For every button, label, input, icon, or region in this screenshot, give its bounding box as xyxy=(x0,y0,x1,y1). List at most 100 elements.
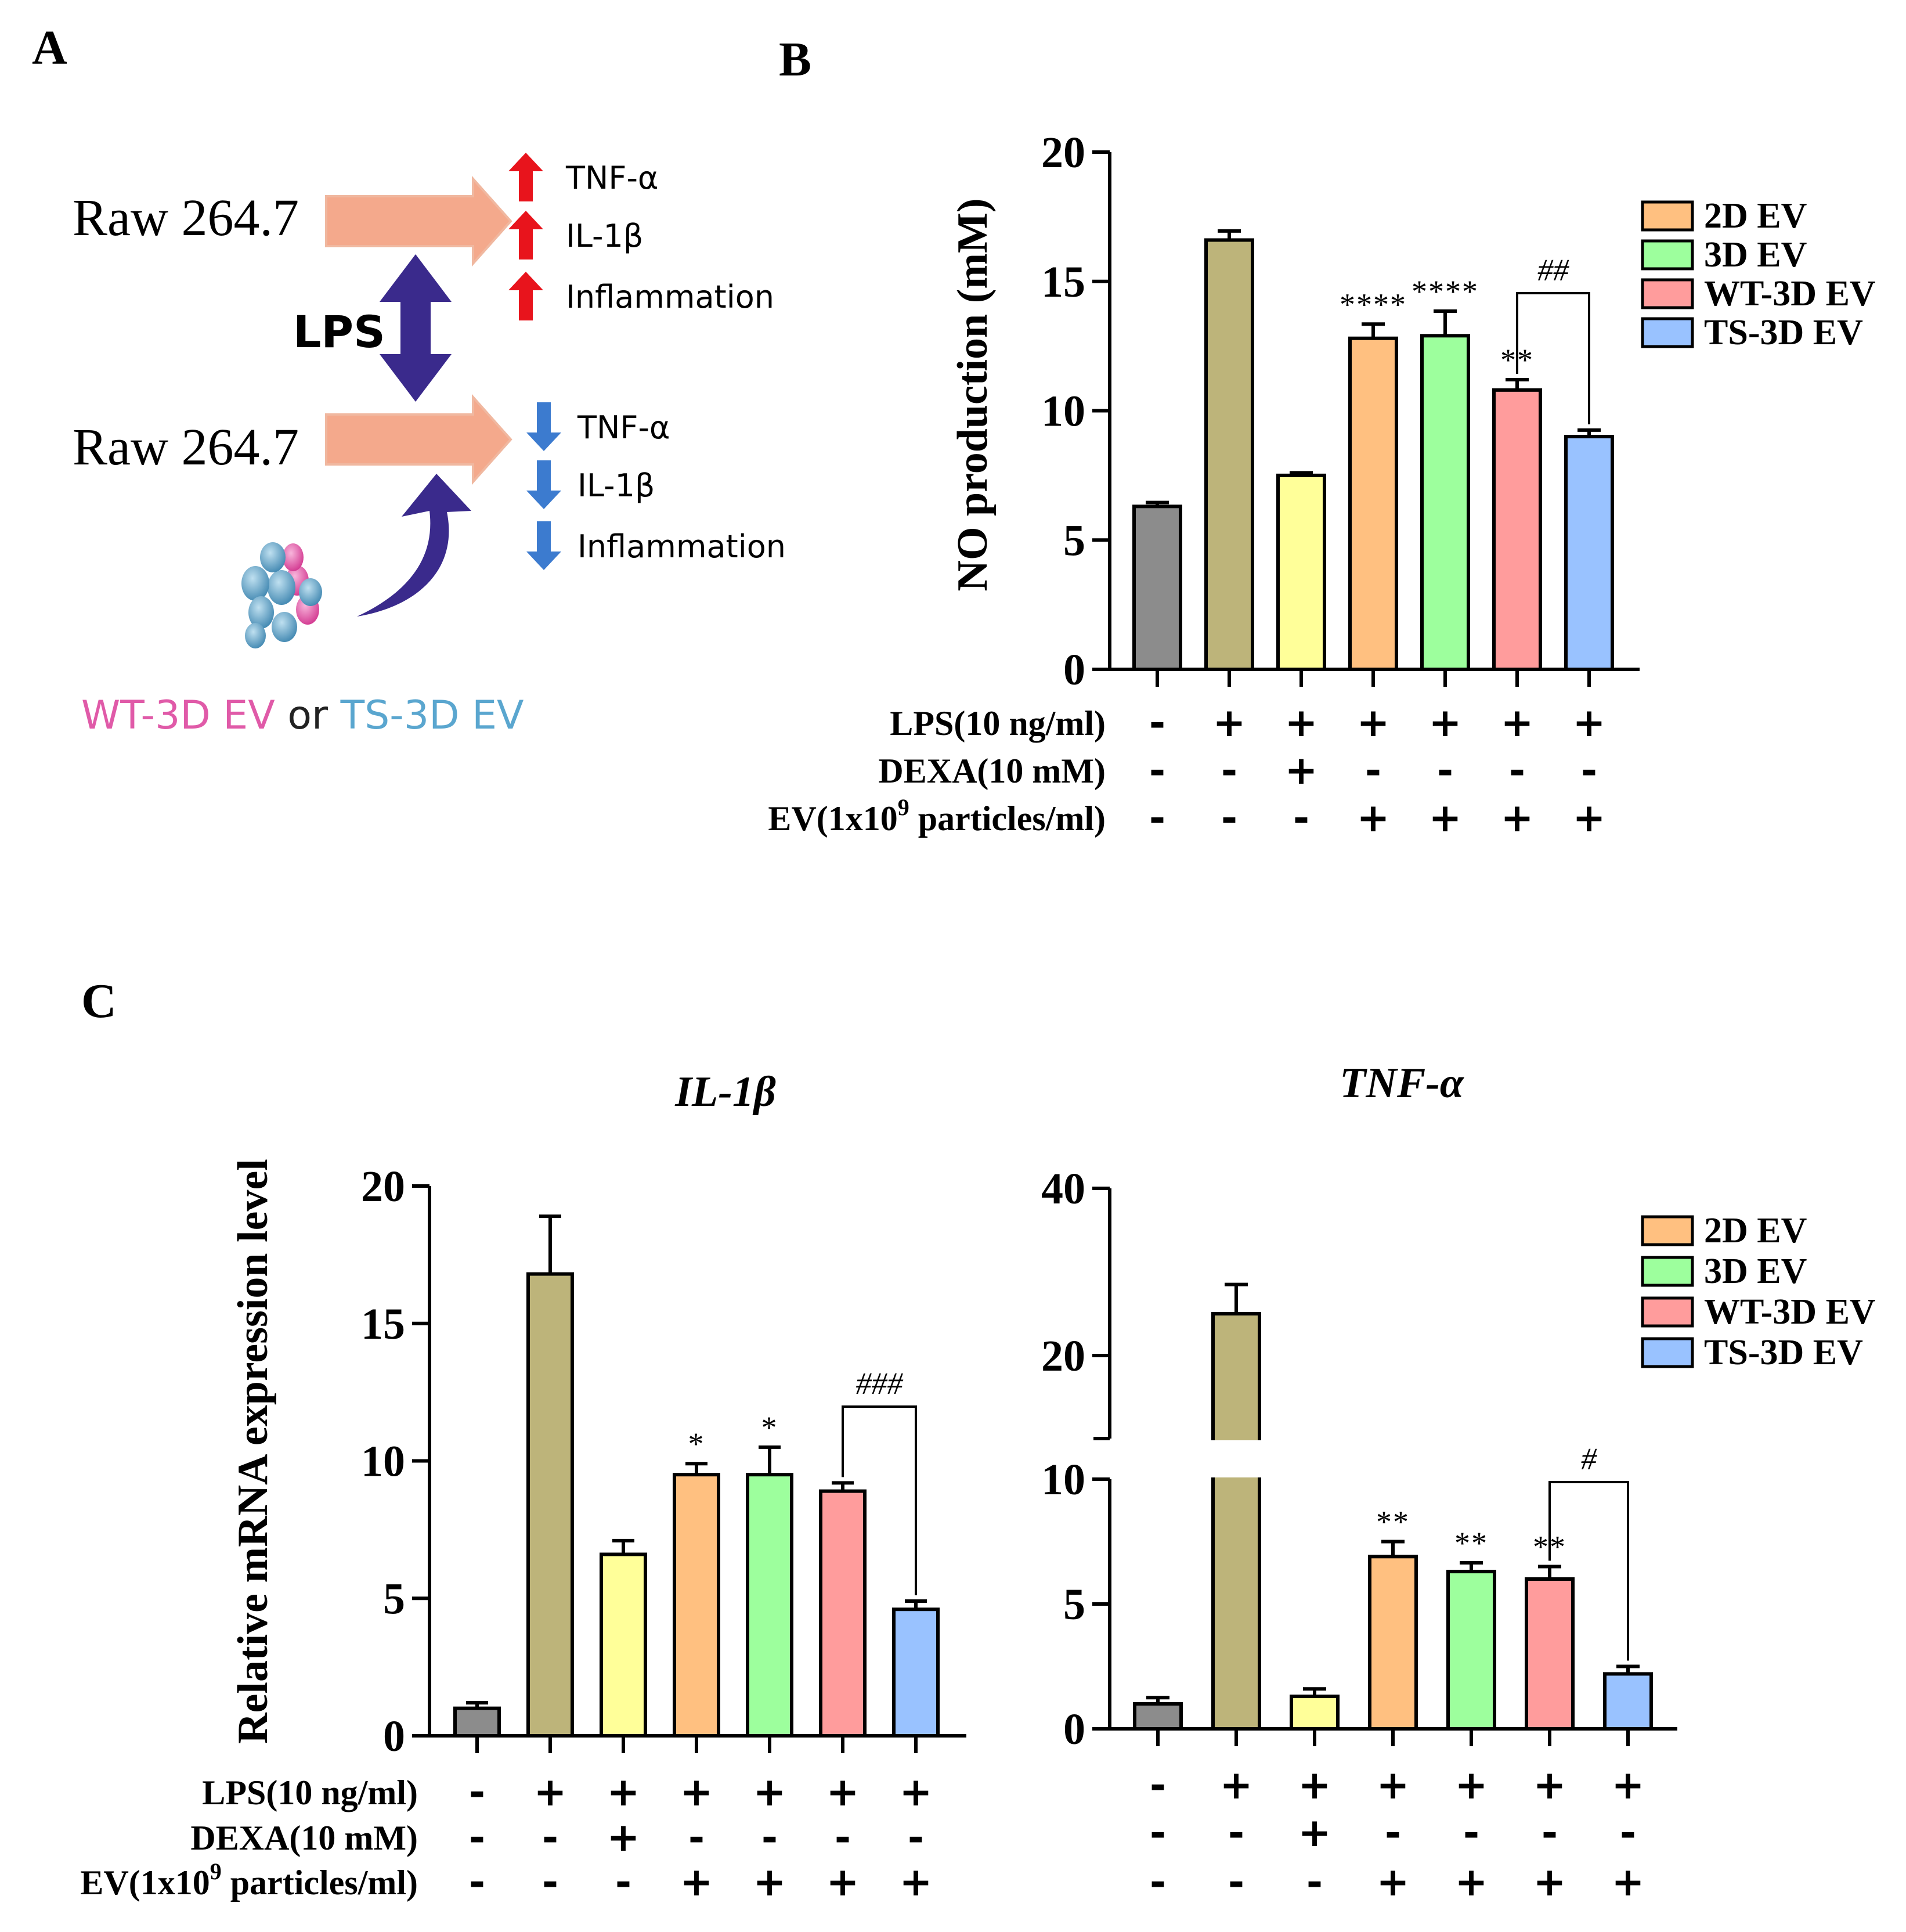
y-tick-label: 0 xyxy=(1063,646,1085,694)
condition-sign: + xyxy=(1220,1762,1253,1808)
bar xyxy=(600,1552,647,1738)
ev-source-label: WT-3D EV or TS-3D EV xyxy=(81,693,524,738)
significance-mark: * xyxy=(688,1426,705,1461)
legend-label: TS-3D EV xyxy=(1704,313,1863,352)
condition-sign: + xyxy=(1533,1762,1566,1808)
ev-ts-label: TS-3D EV xyxy=(340,693,524,738)
condition-sign: + xyxy=(1612,1859,1645,1905)
chart-il1b: 0 5 10 15 20 * * ### Relative mRNA expression le… xyxy=(80,1068,966,1905)
condition-row-label: EV(1x109 particles/ml) xyxy=(768,794,1106,838)
bar xyxy=(526,1272,574,1738)
cell-label-top: Raw 264.7 xyxy=(73,189,299,247)
condition-sign: + xyxy=(1377,1762,1410,1808)
ev-curved-arrow xyxy=(357,474,471,617)
y-tick-label: 0 xyxy=(1063,1705,1085,1754)
bracket-label: ### xyxy=(856,1366,904,1401)
condition-sign: + xyxy=(1213,700,1246,746)
ev-or-label: or xyxy=(275,693,341,738)
bar xyxy=(1133,1702,1183,1731)
downregulated-list: TNF-α IL-1β Inflammation xyxy=(526,402,786,570)
condition-sign: - xyxy=(469,1815,485,1861)
bar xyxy=(1276,473,1326,671)
bar xyxy=(1446,1570,1496,1731)
comparison-bracket xyxy=(1516,292,1590,424)
legend-swatch xyxy=(1641,1215,1694,1246)
flow-arrow-bottom xyxy=(325,394,512,485)
legend-swatch xyxy=(1641,1337,1694,1368)
condition-sign: - xyxy=(1228,1859,1244,1905)
condition-row-label: DEXA(10 mM) xyxy=(878,752,1106,790)
y-tick-label: 10 xyxy=(1041,387,1085,436)
condition-sign: - xyxy=(1581,748,1597,794)
condition-sign: - xyxy=(1463,1810,1479,1856)
condition-sign: - xyxy=(1542,1810,1558,1856)
y-tick-label: 10 xyxy=(361,1437,405,1486)
lps-double-arrow xyxy=(380,254,452,402)
down-arrow-icon xyxy=(526,402,561,451)
bracket-label: ## xyxy=(1537,253,1569,287)
legend-swatch xyxy=(1641,200,1694,232)
condition-sign: - xyxy=(908,1815,924,1861)
up-arrow-icon xyxy=(508,153,543,201)
bar xyxy=(1290,1695,1340,1731)
condition-sign: + xyxy=(900,1769,933,1815)
bar xyxy=(1348,336,1398,671)
condition-sign: - xyxy=(615,1859,631,1905)
chart-title: TNF-α xyxy=(1340,1059,1464,1107)
legend-label: 3D EV xyxy=(1704,1252,1807,1291)
legend-label: 2D EV xyxy=(1704,196,1807,236)
bar xyxy=(1132,504,1182,672)
upregulated-list: TNF-α IL-1β Inflammation xyxy=(508,153,774,320)
condition-sign: + xyxy=(1501,795,1534,841)
condition-row-label-exponent: 9 xyxy=(898,794,909,820)
ev-cluster-icon xyxy=(241,542,322,648)
condition-sign: + xyxy=(753,1859,786,1905)
condition-sign: + xyxy=(1533,1859,1566,1905)
condition-sign: + xyxy=(826,1859,860,1905)
legend-swatch xyxy=(1641,1296,1694,1328)
significance-mark: **** xyxy=(1412,274,1479,309)
axis-break-gap xyxy=(1086,1440,1689,1477)
bracket-label: # xyxy=(1581,1441,1597,1476)
y-tick-label: 0 xyxy=(383,1712,405,1761)
condition-sign: + xyxy=(1455,1859,1488,1905)
comparison-bracket xyxy=(1548,1481,1629,1661)
legend-label: WT-3D EV xyxy=(1704,1292,1876,1332)
legend-label: 3D EV xyxy=(1704,235,1807,275)
y-tick-label: 5 xyxy=(1063,1580,1085,1629)
down-item-label: IL-1β xyxy=(577,467,655,504)
condition-sign: + xyxy=(1573,795,1606,841)
y-axis-label: Relative mRNA expression level xyxy=(229,1159,277,1744)
condition-sign: - xyxy=(1221,748,1237,794)
condition-sign: + xyxy=(1501,700,1534,746)
condition-sign: - xyxy=(1149,748,1165,794)
condition-row-label-exponent: 9 xyxy=(210,1858,222,1884)
legend-label: WT-3D EV xyxy=(1704,274,1876,313)
condition-sign: - xyxy=(1228,1810,1244,1856)
bar xyxy=(673,1473,720,1738)
condition-sign: - xyxy=(1149,700,1165,746)
bar xyxy=(1420,334,1470,671)
panel-letter-c: C xyxy=(81,974,117,1028)
bar xyxy=(819,1489,867,1738)
condition-row-label: EV(1x109 particles/ml) xyxy=(80,1858,418,1902)
condition-sign: - xyxy=(1150,1859,1166,1905)
lps-label: LPS xyxy=(293,306,385,358)
condition-sign: + xyxy=(1377,1859,1410,1905)
condition-row-label: LPS(10 ng/ml) xyxy=(202,1774,418,1812)
bar xyxy=(892,1607,940,1738)
condition-sign: - xyxy=(1306,1859,1323,1905)
chart-title: IL-1β xyxy=(674,1068,776,1116)
bar xyxy=(1603,1672,1653,1731)
condition-sign: + xyxy=(900,1859,933,1905)
condition-sign: + xyxy=(607,1769,640,1815)
up-item-label: TNF-α xyxy=(565,160,659,196)
condition-sign: + xyxy=(826,1769,860,1815)
condition-sign: - xyxy=(1365,748,1381,794)
bar xyxy=(1211,1312,1261,1731)
condition-sign: - xyxy=(1437,748,1453,794)
condition-sign: - xyxy=(1150,1810,1166,1856)
